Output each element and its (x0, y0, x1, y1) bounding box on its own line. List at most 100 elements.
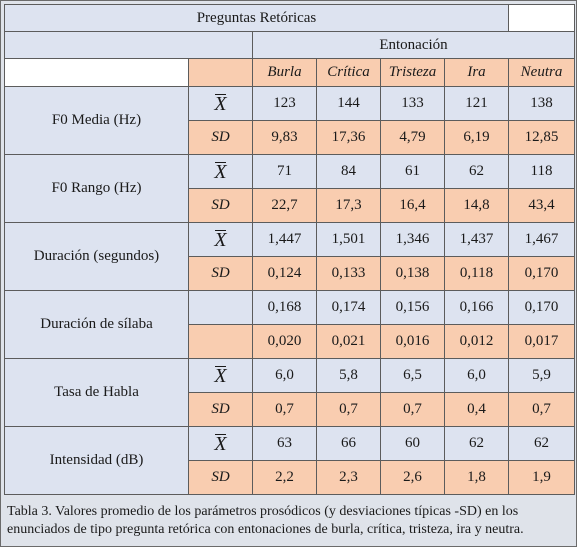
mean-value: 6,0 (252, 358, 317, 393)
mean-value: 123 (252, 86, 317, 121)
table-row: SD 22,7 17,3 16,4 14,8 43,4 (5, 188, 575, 223)
sd-value: 1,9 (508, 460, 575, 495)
mean-value: 133 (380, 86, 445, 121)
table-title: Preguntas Retóricas (4, 4, 509, 32)
mean-value: 1,346 (380, 222, 445, 257)
sd-value: 12,85 (508, 120, 575, 155)
row-label: Intensidad (dB) (4, 426, 189, 495)
mean-symbol: X (214, 92, 227, 115)
mean-symbol-cell: X (188, 358, 253, 393)
group-header: Entonación (252, 31, 575, 59)
sd-value: 17,3 (316, 188, 381, 223)
sd-value: 0,020 (252, 324, 317, 359)
row-label: F0 Rango (Hz) (4, 154, 189, 223)
column-header: Crítica (316, 58, 381, 87)
sd-symbol: SD (188, 188, 253, 223)
sd-value: 0,133 (316, 256, 381, 291)
mean-value: 6,0 (444, 358, 509, 393)
row-label: F0 Media (Hz) (4, 86, 189, 155)
mean-value: 1,467 (508, 222, 575, 257)
sd-symbol: SD (188, 392, 253, 427)
mean-value: 60 (380, 426, 445, 461)
empty-label-cell (4, 58, 189, 87)
sd-value: 0,021 (316, 324, 381, 359)
table-row: Intensidad (dB) X 63 66 60 62 62 (4, 426, 575, 495)
table-row: SD 2,2 2,3 2,6 1,8 1,9 (5, 460, 575, 495)
sd-value: 0,017 (508, 324, 575, 359)
mean-value: 66 (316, 426, 381, 461)
mean-symbol: X (214, 432, 227, 455)
mean-value: 138 (508, 86, 575, 121)
prosodic-table: Preguntas Retóricas Entonación Burla Crí… (4, 4, 575, 495)
table-row: SD 0,124 0,133 0,138 0,118 0,170 (5, 256, 575, 291)
row-label: Tasa de Habla (4, 358, 189, 427)
table-row: Duración (segundos) X 1,447 1,501 1,346 1,437… (4, 222, 575, 291)
row-label: Duración (segundos) (4, 222, 189, 291)
table-row: F0 Media (Hz) X 123 144 133 121 138 (4, 86, 575, 155)
sd-symbol: SD (188, 120, 253, 155)
mean-value: 144 (316, 86, 381, 121)
sd-value: 0,7 (252, 392, 317, 427)
mean-value: 63 (252, 426, 317, 461)
sd-value: 0,7 (508, 392, 575, 427)
sd-value: 43,4 (508, 188, 575, 223)
column-header: Ira (444, 58, 509, 87)
mean-value: 5,9 (508, 358, 575, 393)
sd-value: 0,012 (444, 324, 509, 359)
mean-value: 62 (444, 426, 509, 461)
sd-value: 2,3 (316, 460, 381, 495)
mean-symbol-cell: X (188, 426, 253, 461)
mean-value: 0,170 (508, 290, 575, 325)
table-row: SD 9,83 17,36 4,79 6,19 12,85 (5, 120, 575, 155)
mean-symbol: X (214, 160, 227, 183)
sd-value: 6,19 (444, 120, 509, 155)
mean-value: 1,437 (444, 222, 509, 257)
empty-stat-cell (188, 58, 253, 87)
mean-value: 121 (444, 86, 509, 121)
mean-symbol: X (214, 228, 227, 251)
mean-value: 0,166 (444, 290, 509, 325)
sd-value: 0,4 (444, 392, 509, 427)
row-label: Duración de sílaba (4, 290, 189, 359)
sd-value: 1,8 (444, 460, 509, 495)
sd-value: 0,124 (252, 256, 317, 291)
sd-value: 14,8 (444, 188, 509, 223)
sd-value: 9,83 (252, 120, 317, 155)
column-header: Tristeza (380, 58, 445, 87)
column-header: Burla (252, 58, 317, 87)
table-caption: Tabla 3. Valores promedio de los parámet… (7, 504, 524, 537)
mean-value: 62 (444, 154, 509, 189)
column-header: Neutra (508, 58, 575, 87)
mean-value: 6,5 (380, 358, 445, 393)
mean-symbol-cell: X (188, 86, 253, 121)
sd-value: 0,7 (380, 392, 445, 427)
sd-value: 4,79 (380, 120, 445, 155)
sd-symbol (188, 324, 253, 359)
mean-value: 62 (508, 426, 575, 461)
table-row: Tasa de Habla X 6,0 5,8 6,5 6,0 5,9 (4, 358, 575, 427)
mean-value: 61 (380, 154, 445, 189)
sd-value: 0,016 (380, 324, 445, 359)
sd-value: 16,4 (380, 188, 445, 223)
mean-value: 5,8 (316, 358, 381, 393)
sd-value: 0,138 (380, 256, 445, 291)
table-row: 0,020 0,021 0,016 0,012 0,017 (5, 324, 575, 359)
mean-symbol-cell: X (188, 154, 253, 189)
sd-value: 22,7 (252, 188, 317, 223)
mean-symbol-cell (188, 290, 253, 325)
mean-value: 1,501 (316, 222, 381, 257)
table-row: SD 0,7 0,7 0,7 0,4 0,7 (5, 392, 575, 427)
mean-value: 84 (316, 154, 381, 189)
sd-value: 17,36 (316, 120, 381, 155)
mean-value: 118 (508, 154, 575, 189)
table-row: Duración de sílaba 0,168 0,174 0,156 0,166 0,… (4, 290, 575, 359)
sd-value: 0,7 (316, 392, 381, 427)
mean-symbol: X (214, 364, 227, 387)
mean-value: 0,156 (380, 290, 445, 325)
sd-symbol: SD (188, 460, 253, 495)
sd-value: 0,170 (508, 256, 575, 291)
mean-value: 71 (252, 154, 317, 189)
mean-value: 0,168 (252, 290, 317, 325)
table-row: F0 Rango (Hz) X 71 84 61 62 118 (4, 154, 575, 223)
